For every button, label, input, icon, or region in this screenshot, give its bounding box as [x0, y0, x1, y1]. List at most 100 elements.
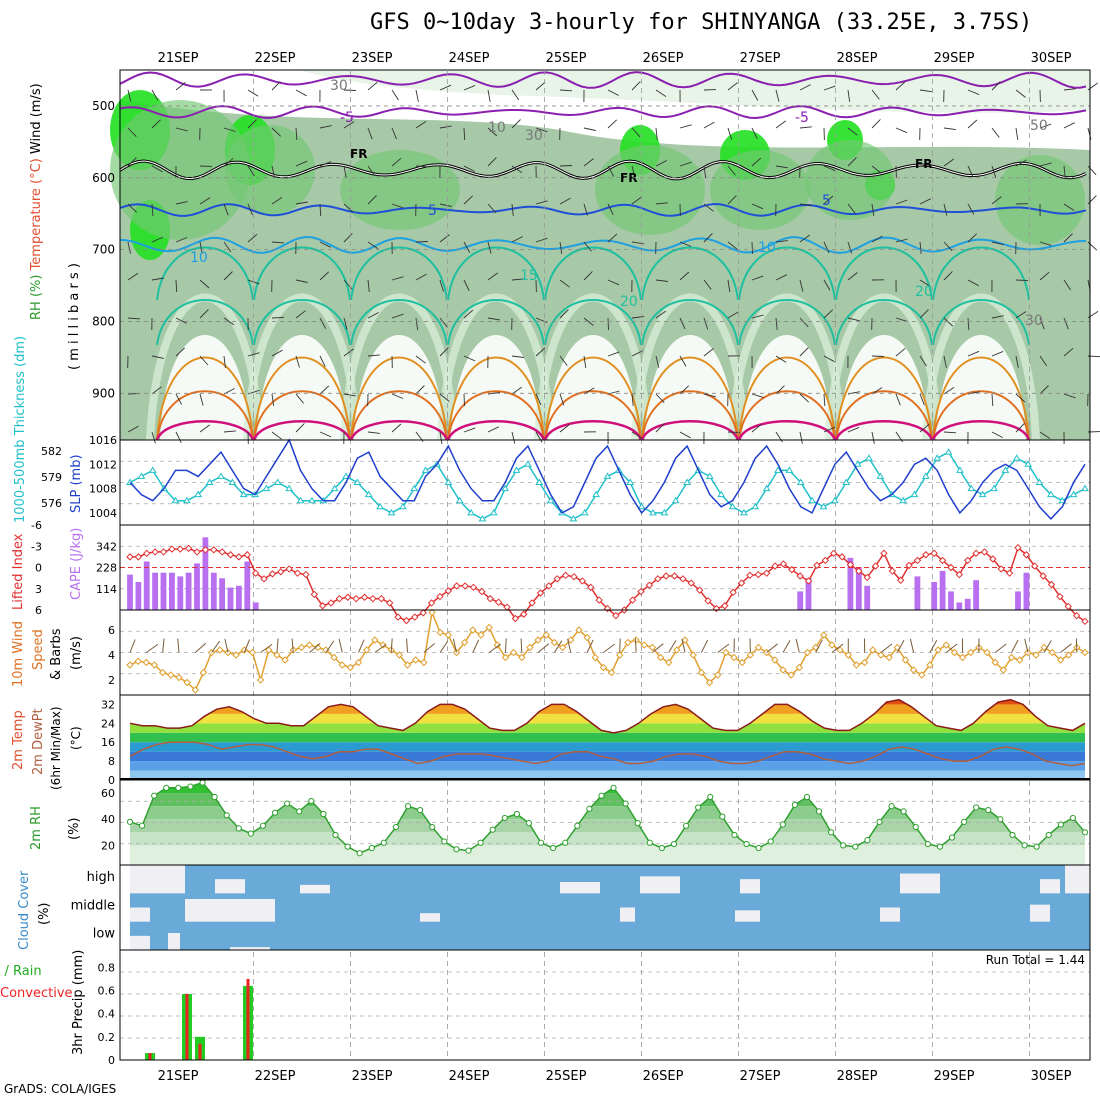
thickness-series-line	[129, 451, 1086, 520]
wind-speed-series-point	[428, 608, 436, 617]
wind-barb	[751, 127, 758, 139]
wind-speed-series-point	[338, 661, 346, 669]
thickness-series-point	[171, 496, 180, 504]
wind-barb	[943, 431, 957, 434]
wind-barb	[799, 234, 811, 243]
rh2m-series-point	[550, 844, 557, 852]
lifted-index-series-point	[235, 553, 243, 561]
wind-barb	[847, 89, 851, 102]
wind-barb	[199, 241, 203, 254]
contour-label: 50	[1030, 118, 1048, 134]
wind-barb	[919, 241, 922, 254]
wind-barb	[727, 127, 733, 140]
wind-barb	[727, 82, 738, 91]
wind-barb	[487, 203, 497, 214]
wind-barb	[559, 279, 570, 288]
wind-barb	[751, 241, 753, 255]
dry-bubble	[451, 335, 541, 440]
wind-barb-10m	[831, 643, 844, 653]
lifted-index-series-point	[1005, 569, 1014, 577]
wind-barb	[943, 271, 953, 281]
wind-barb-10m	[390, 638, 393, 653]
slp-tick-label: 1016	[89, 434, 117, 447]
wind-speed-series-point	[918, 671, 926, 679]
wind-barb	[295, 201, 308, 205]
rh2m-series-point	[707, 793, 714, 801]
dry-bubble	[160, 335, 250, 440]
wind-speed-series-point	[248, 648, 257, 657]
wind-speed-series-point	[967, 648, 975, 657]
thickness-series-point	[478, 514, 487, 522]
ylabel-part: RH (%)	[29, 270, 44, 320]
wind-barb	[175, 127, 188, 132]
wind-speed-series-point	[885, 653, 893, 662]
date-label-top: 29SEP	[934, 51, 975, 66]
thickness-series-point	[1001, 466, 1010, 473]
wind-barb	[583, 317, 594, 326]
wind-speed-series-point	[942, 641, 950, 649]
contour-label: 15	[520, 268, 538, 284]
lifted-index-series-point	[268, 570, 277, 578]
wind-barb-10m	[994, 643, 1007, 653]
wind-barb	[967, 317, 970, 331]
lifted-index-series-point	[905, 561, 913, 570]
thickness-series-point	[1035, 478, 1044, 485]
wind-barb	[703, 279, 712, 290]
wind-barb	[439, 234, 450, 243]
lifted-index-series-point	[1039, 572, 1047, 580]
wind-barb	[535, 200, 548, 205]
rh2m-series-point	[368, 844, 375, 852]
thickness-series-point	[842, 478, 851, 485]
lifted-index-series-point	[637, 587, 645, 596]
wind-barb	[463, 309, 474, 319]
wind-barb	[871, 235, 883, 243]
wind-barb	[895, 393, 901, 406]
wind-speed-series-point	[722, 648, 730, 657]
cape-bar	[855, 567, 862, 610]
lifted-index-series-point	[821, 556, 830, 565]
wind-speed-series-point	[836, 646, 844, 654]
wind-barb	[247, 352, 260, 357]
wind-barb	[511, 89, 520, 101]
thickness-series-point	[580, 508, 589, 516]
wind-barb-10m	[472, 639, 480, 653]
cloud-clear-gap	[420, 913, 440, 922]
thickness-series-point	[376, 502, 385, 510]
rh2m-series-point	[187, 783, 194, 790]
wind-barb	[559, 197, 571, 205]
wind-barb	[487, 392, 500, 395]
wind-barb	[223, 317, 235, 326]
cape-bar	[210, 572, 217, 610]
wind-barb	[775, 120, 786, 129]
wind-barb-10m	[291, 638, 294, 653]
wind-barb-10m	[276, 638, 279, 653]
wind-barb	[175, 237, 188, 243]
wind-barb	[151, 277, 164, 281]
rh2m-series-point	[441, 838, 448, 845]
wind-speed-series-point	[142, 658, 151, 667]
lifted-index-series-point	[511, 614, 520, 623]
legend-total: Total / Rain	[0, 964, 42, 979]
lifted-index-series-point	[536, 589, 545, 597]
cape-bar	[169, 572, 175, 610]
thickness-series-point	[330, 484, 339, 492]
lifted-index-series-point	[930, 549, 938, 558]
date-label-top: 24SEP	[449, 51, 490, 66]
rh2m-series-point	[658, 844, 665, 852]
lifted-index-series-point	[838, 553, 846, 561]
contour-label: 10	[758, 240, 776, 256]
rh2m-series-point	[755, 844, 762, 852]
wind-barb	[1039, 241, 1052, 247]
thickness-series-point	[751, 502, 760, 510]
thickness-series-point	[865, 454, 873, 461]
cloud-clear-gap	[620, 907, 635, 922]
thickness-series-point	[421, 466, 430, 473]
wind-barb	[823, 85, 836, 91]
lifted-index-series-point	[318, 602, 327, 610]
isotherm-30	[155, 420, 1031, 441]
wind-barb	[631, 196, 642, 205]
wind-barb	[367, 241, 379, 250]
wind-speed-series-point	[787, 671, 795, 679]
wind-barb	[127, 272, 139, 281]
date-label-bottom: 29SEP	[934, 1069, 975, 1084]
